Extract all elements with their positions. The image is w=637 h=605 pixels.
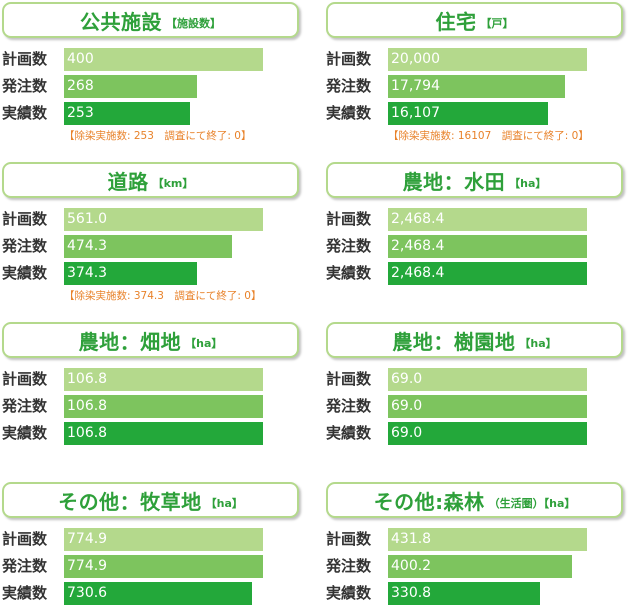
row-actual: 実績数 69.0: [326, 422, 631, 445]
panel-title: 公共施設: [80, 9, 162, 34]
bar-order: 474.3: [64, 235, 232, 258]
panel-title: その他：牧草地: [58, 489, 202, 514]
panel-note: 【除染実施数: 253 調査にて終了: 0】: [64, 130, 252, 142]
bar-actual: 2,468.4: [388, 262, 587, 285]
panel-header: 住宅 【戸】: [326, 2, 623, 38]
bar-order: 69.0: [388, 395, 587, 418]
panel-unit: 【戸】: [480, 17, 514, 30]
row-label: 発注数: [326, 557, 372, 575]
row-plan: 計画数 400: [2, 48, 307, 71]
bar-order: 268: [64, 75, 197, 98]
row-label: 実績数: [326, 584, 372, 602]
row-order: 発注数 774.9: [2, 555, 307, 578]
row-order: 発注数 17,794: [326, 75, 631, 98]
panel-unit: 【ha】: [205, 497, 243, 510]
row-order: 発注数 474.3: [2, 235, 307, 258]
row-label: 実績数: [326, 104, 372, 122]
row-label: 発注数: [2, 397, 48, 415]
bar-order: 400.2: [388, 555, 572, 578]
panel-title: 住宅: [435, 9, 477, 34]
row-plan: 計画数 69.0: [326, 368, 631, 391]
bar-plan: 106.8: [64, 368, 263, 391]
panel-note: 【除染実施数: 374.3 調査にて終了: 0】: [64, 290, 262, 302]
row-order: 発注数 400.2: [326, 555, 631, 578]
panel-note: 【除染実施数: 16107 調査にて終了: 0】: [388, 130, 589, 142]
row-label: 実績数: [2, 424, 48, 442]
row-plan: 計画数 774.9: [2, 528, 307, 551]
bar-actual: 69.0: [388, 422, 587, 445]
row-label: 計画数: [2, 210, 48, 228]
bar-plan: 20,000: [388, 48, 587, 71]
row-actual: 実績数 330.8: [326, 582, 631, 605]
panel-header: 道路 【km】: [2, 162, 299, 198]
row-order: 発注数 268: [2, 75, 307, 98]
row-label: 発注数: [326, 397, 372, 415]
row-label: 計画数: [326, 370, 372, 388]
panel-header: 農地：水田 【ha】: [326, 162, 623, 198]
row-plan: 計画数 431.8: [326, 528, 631, 551]
row-order: 発注数 69.0: [326, 395, 631, 418]
bar-plan: 431.8: [388, 528, 587, 551]
row-actual: 実績数 106.8: [2, 422, 307, 445]
panel-header: その他：牧草地 【ha】: [2, 482, 299, 518]
row-order: 発注数 2,468.4: [326, 235, 631, 258]
row-label: 実績数: [326, 264, 372, 282]
row-order: 発注数 106.8: [2, 395, 307, 418]
bar-plan: 2,468.4: [388, 208, 587, 231]
bar-order: 106.8: [64, 395, 263, 418]
bar-actual: 730.6: [64, 582, 252, 605]
panel-title: その他:森林: [373, 489, 485, 514]
row-actual: 実績数 730.6: [2, 582, 307, 605]
bar-order: 17,794: [388, 75, 565, 98]
row-label: 計画数: [2, 50, 48, 68]
row-label: 実績数: [2, 264, 48, 282]
panel-unit: 【ha】: [509, 177, 547, 190]
panel-unit: 【km】: [152, 177, 194, 190]
row-label: 計画数: [326, 50, 372, 68]
bar-actual: 253: [64, 102, 190, 125]
bar-plan: 774.9: [64, 528, 263, 551]
row-actual: 実績数 374.3: [2, 262, 307, 285]
row-label: 計画数: [326, 210, 372, 228]
panel-header: その他:森林 （生活圏）【ha】: [326, 482, 623, 518]
row-plan: 計画数 561.0: [2, 208, 307, 231]
row-label: 実績数: [2, 584, 48, 602]
row-actual: 実績数 253: [2, 102, 307, 125]
panel-unit: 【施設数】: [166, 17, 221, 30]
bar-plan: 400: [64, 48, 263, 71]
row-plan: 計画数 20,000: [326, 48, 631, 71]
bar-actual: 16,107: [388, 102, 548, 125]
row-label: 実績数: [2, 104, 48, 122]
bar-actual: 374.3: [64, 262, 197, 285]
panel-title: 農地：水田: [402, 169, 506, 194]
panel-title: 農地：樹園地: [392, 329, 516, 354]
row-plan: 計画数 2,468.4: [326, 208, 631, 231]
panel-header: 公共施設 【施設数】: [2, 2, 299, 38]
row-label: 計画数: [326, 530, 372, 548]
bar-actual: 330.8: [388, 582, 540, 605]
panel-unit: （生活圏）【ha】: [488, 497, 576, 510]
bar-order: 774.9: [64, 555, 263, 578]
row-actual: 実績数 16,107: [326, 102, 631, 125]
row-label: 発注数: [2, 557, 48, 575]
row-label: 発注数: [326, 237, 372, 255]
panel-header: 農地：畑地 【ha】: [2, 322, 299, 358]
bar-plan: 561.0: [64, 208, 263, 231]
panel-unit: 【ha】: [185, 337, 223, 350]
row-label: 発注数: [2, 77, 48, 95]
panel-header: 農地：樹園地 【ha】: [326, 322, 623, 358]
panel-title: 道路: [107, 169, 149, 194]
row-actual: 実績数 2,468.4: [326, 262, 631, 285]
panel-title: 農地：畑地: [78, 329, 182, 354]
bar-actual: 106.8: [64, 422, 263, 445]
row-plan: 計画数 106.8: [2, 368, 307, 391]
bar-order: 2,468.4: [388, 235, 587, 258]
panel-unit: 【ha】: [519, 337, 557, 350]
row-label: 計画数: [2, 530, 48, 548]
bar-plan: 69.0: [388, 368, 587, 391]
row-label: 計画数: [2, 370, 48, 388]
row-label: 発注数: [326, 77, 372, 95]
row-label: 発注数: [2, 237, 48, 255]
row-label: 実績数: [326, 424, 372, 442]
